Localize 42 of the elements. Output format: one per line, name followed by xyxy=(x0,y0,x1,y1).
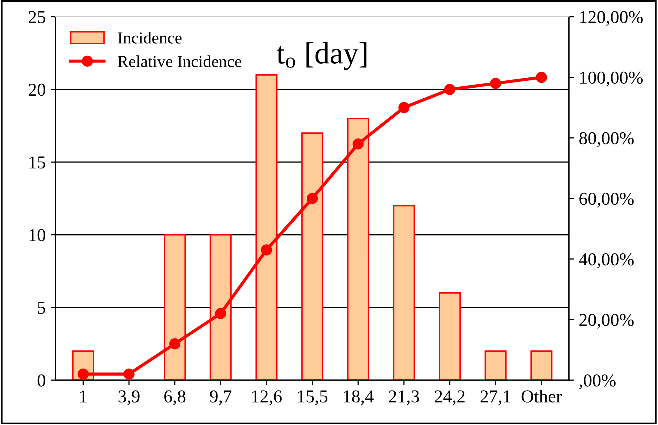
point xyxy=(215,308,226,320)
y-tick-label: 10 xyxy=(30,229,46,242)
point xyxy=(352,138,364,150)
legend-label: Incidence xyxy=(118,32,182,44)
x-tick-label: 21,3 xyxy=(389,390,420,406)
x-tick-label: 24,2 xyxy=(435,390,465,406)
point xyxy=(78,368,89,380)
x-tick-label: 3,9 xyxy=(118,390,140,406)
x-tick-label: 18,4 xyxy=(344,390,374,406)
y2-tick-label: 120,00% xyxy=(580,11,643,26)
x-tick-label: 12,6 xyxy=(252,390,282,406)
y2-tick-label: ,00% xyxy=(580,374,616,390)
y2-tick-label: 100,00% xyxy=(580,72,643,87)
y2-tick-label: 60,00% xyxy=(580,192,634,208)
bar xyxy=(484,350,507,380)
y-tick-label: 20 xyxy=(28,84,46,96)
point xyxy=(536,72,548,84)
x-tick-label: 27,1 xyxy=(480,390,511,406)
y-tick-label: 0 xyxy=(38,374,46,387)
x-tick-label: 9,7 xyxy=(210,390,232,406)
bar xyxy=(439,292,462,380)
point xyxy=(261,244,272,256)
point xyxy=(444,84,456,96)
x-tick-label: 15,5 xyxy=(298,390,328,406)
x-tick-label: Other xyxy=(522,390,562,403)
y-tick-label: 25 xyxy=(28,11,46,24)
point xyxy=(170,338,181,350)
y-tick-label: 15 xyxy=(30,156,46,169)
y2-tick-label: 80,00% xyxy=(580,132,634,148)
y-tick-label: 5 xyxy=(38,302,46,314)
legend-label: Relative Incidence xyxy=(118,56,242,68)
x-tick-label: 6,8 xyxy=(164,390,186,406)
point xyxy=(398,102,410,114)
point xyxy=(490,78,502,90)
text: t$_{o}$ [day] xyxy=(276,42,367,70)
point xyxy=(124,368,135,380)
point xyxy=(306,193,318,204)
bar xyxy=(530,350,553,380)
y2-tick-label: 40,00% xyxy=(579,254,634,268)
y2-tick-label: 20,00% xyxy=(580,314,634,329)
bar xyxy=(393,205,416,380)
x-tick-label: 1 xyxy=(80,390,87,403)
